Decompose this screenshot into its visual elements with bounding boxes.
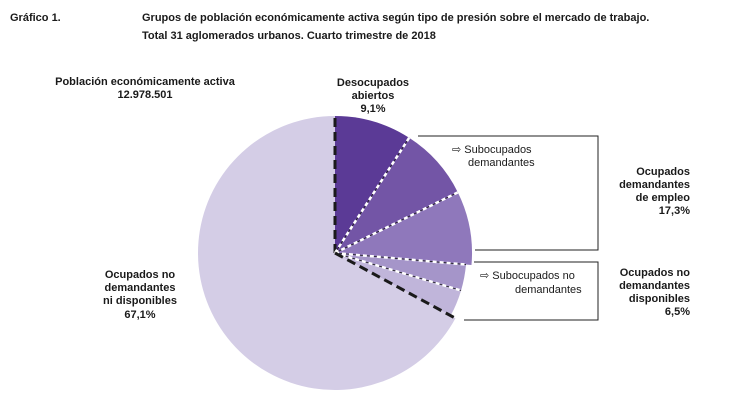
arrow-right-icon: ⇨ [452, 144, 462, 156]
label-subocupados-no-demandantes-line2: demandantes [515, 284, 582, 296]
label-subocupados-no-demandantes-text: Subocupados no [492, 270, 575, 282]
arrow-right-icon: ⇨ [480, 270, 490, 282]
label-desocupados-line2: abiertos [351, 90, 395, 102]
label-subocupados-demandantes-line2: demandantes [468, 157, 535, 169]
pie-slice-1 [335, 116, 410, 253]
label-ocup-nodem-disp-pct: 6,5% [664, 306, 690, 318]
label-ocup-nodem-ni-line2: demandantes [104, 282, 176, 294]
slice-separator-2 [333, 137, 411, 254]
bracket-ocupados-no-demandantes-disponibles [464, 261, 599, 321]
pie-slice-6 [197, 115, 456, 391]
group-brackets [418, 135, 599, 321]
slice-separator-3 [334, 191, 459, 255]
pie-separators [333, 116, 467, 320]
figure-label: Gráfico 1. [10, 12, 61, 24]
label-subocupados-no-demandantes-line1: ⇨ Subocupados no [480, 269, 575, 283]
label-subocupados-demandantes-text: Subocupados [464, 144, 532, 156]
label-ocup-dem-line3: de empleo [635, 192, 690, 204]
label-desocupados-pct: 9,1% [360, 103, 386, 115]
pie-slices [197, 115, 472, 391]
label-ocup-nodem-disp-line1: Ocupados no [619, 267, 690, 279]
label-subocupados-demandantes-line1: ⇨ Subocupados [452, 143, 532, 157]
chart-title: Grupos de población económicamente activ… [142, 12, 650, 24]
pie-slice-2 [335, 137, 458, 253]
label-ocup-dem-line1: Ocupados [636, 166, 690, 178]
label-ocup-nodem-disp-line3: disponibles [628, 293, 690, 305]
label-desocupados-line1: Desocupados [336, 77, 410, 89]
slice-separator-5 [334, 251, 462, 292]
pie-slice-3 [335, 192, 472, 266]
bracket-ocupados-demandantes [418, 135, 599, 251]
total-label: Población económicamente activa [55, 76, 235, 88]
label-ocup-nodem-ni-line1: Ocupados no [104, 269, 176, 281]
label-ocup-nodem-disp-line2: demandantes [619, 280, 690, 292]
total-value: 12.978.501 [117, 89, 173, 101]
label-ocup-dem-pct: 17,3% [658, 205, 690, 217]
slice-separator-6 [334, 251, 457, 320]
label-ocup-nodem-ni-pct: 67,1% [124, 309, 156, 321]
label-ocup-nodem-ni-line3: ni disponibles [103, 295, 177, 307]
chart-subtitle: Total 31 aglomerados urbanos. Cuarto tri… [142, 30, 436, 42]
slice-separator-4 [334, 251, 467, 266]
label-ocup-dem-line2: demandantes [619, 179, 690, 191]
